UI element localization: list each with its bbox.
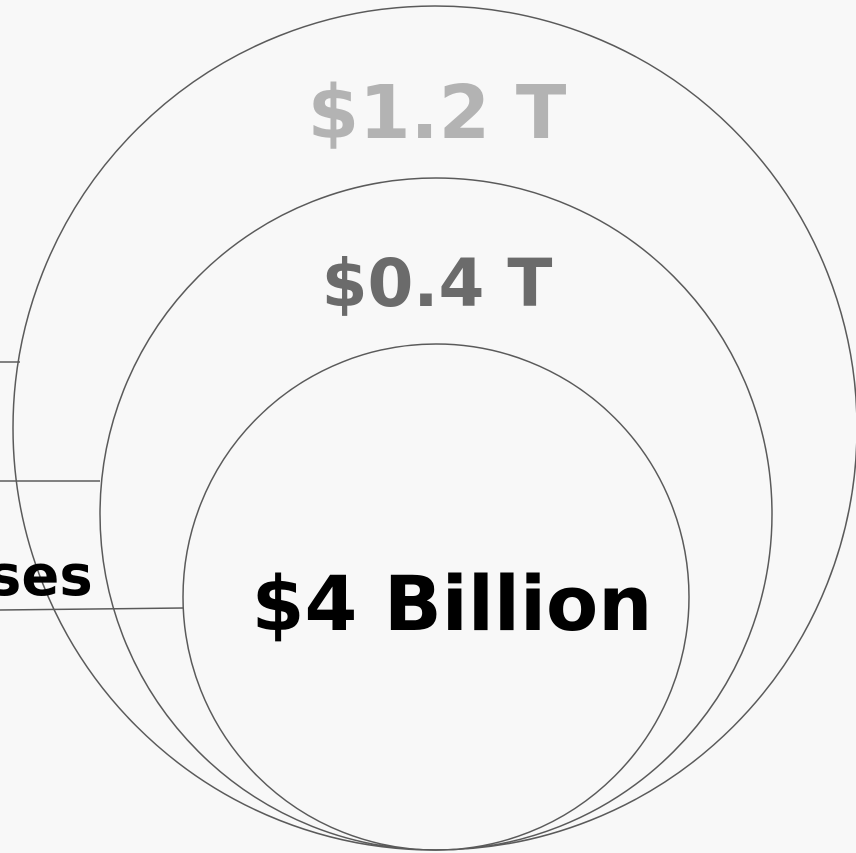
inner-leader-line [0,607,184,611]
inner-value-label: $4 Billion [252,559,653,648]
outer-value-label: $1.2 T [308,70,567,156]
inner-circle [182,343,690,851]
middle-value-label: $0.4 T [322,245,553,322]
side-category-label: ses [0,544,93,609]
